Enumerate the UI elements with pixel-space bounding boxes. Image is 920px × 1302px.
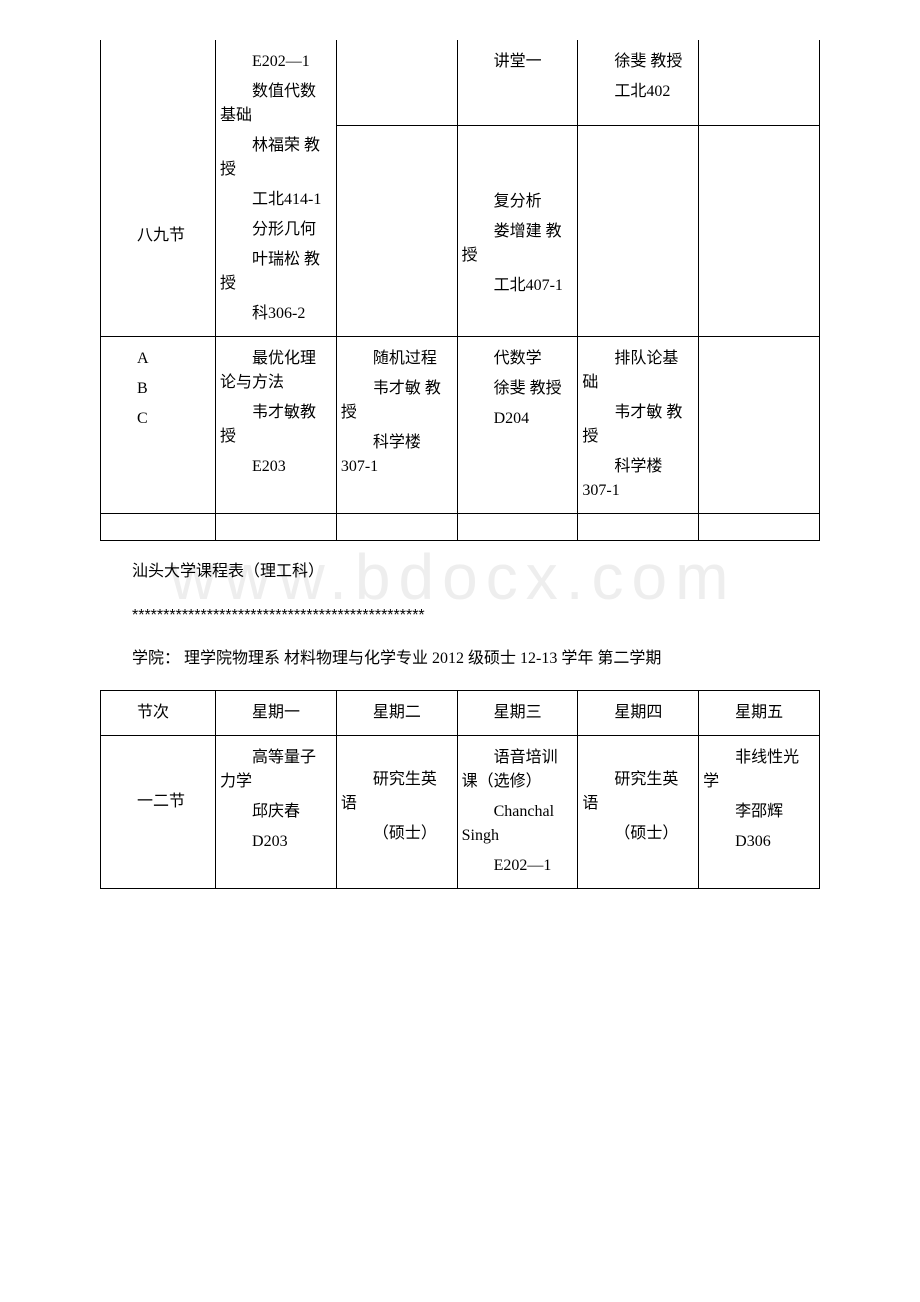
cell-text: Chanchal Singh [462, 800, 574, 848]
empty-cell [336, 514, 457, 541]
cell-text: B [105, 377, 211, 401]
course-cell: 最优化理论与方法 韦才敏教授 E203 [216, 337, 337, 514]
course-cell: 徐斐 教授 工北402 [578, 40, 699, 126]
cell-text: 研究生英语 [582, 768, 694, 816]
cell-text: E202—1 [462, 854, 574, 878]
cell-text: 徐斐 教授 [462, 377, 574, 401]
cell-text: 复分析 [462, 190, 574, 214]
course-cell: 研究生英语 （硕士） [336, 735, 457, 888]
course-cell: 讲堂一 [457, 40, 578, 126]
empty-cell [457, 514, 578, 541]
course-cell: 复分析 娄增建 教授 工北407-1 [457, 126, 578, 337]
table-row [101, 514, 820, 541]
cell-text: （硕士） [341, 822, 453, 846]
cell-text: 分形几何 [220, 218, 332, 242]
period-cell: A B C [101, 337, 216, 514]
cell-text: D306 [703, 830, 815, 854]
table-header-row: 节次 星期一 星期二 星期三 星期四 星期五 [101, 690, 820, 735]
cell-text: 星期四 [582, 701, 694, 725]
table-row: 一二节 高等量子力学 邱庆春 D203 研究生英语 （硕士） 语音培训课（选修）… [101, 735, 820, 888]
cell-text: 林福荣 教授 [220, 134, 332, 182]
course-cell: E202—1 数值代数基础 林福荣 教授 工北414-1 分形几何 叶瑞松 教授… [216, 40, 337, 337]
cell-text: 一二节 [105, 790, 211, 814]
cell-text: 工北407-1 [462, 274, 574, 298]
cell-text: 节次 [105, 701, 211, 725]
cell-text: 星期五 [703, 701, 815, 725]
empty-cell [699, 126, 820, 337]
cell-text: 工北414-1 [220, 188, 332, 212]
cell-text: 星期二 [341, 701, 453, 725]
header-cell: 星期五 [699, 690, 820, 735]
cell-text: 语音培训课（选修） [462, 746, 574, 794]
cell-text: 韦才敏教授 [220, 401, 332, 449]
cell-text: 八九节 [105, 224, 211, 248]
cell-text: D203 [220, 830, 332, 854]
cell-text: 韦才敏 教授 [341, 377, 453, 425]
course-cell: 代数学 徐斐 教授 D204 [457, 337, 578, 514]
cell-text: 非线性光学 [703, 746, 815, 794]
schedule-table-1: 八九节 E202—1 数值代数基础 林福荣 教授 工北414-1 分形几何 叶瑞… [100, 40, 820, 541]
table-row: A B C 最优化理论与方法 韦才敏教授 E203 随机过程 韦才敏 教授 科学… [101, 337, 820, 514]
empty-cell [699, 337, 820, 514]
empty-cell [699, 514, 820, 541]
period-cell: 八九节 [101, 40, 216, 337]
caption-text: 学院： 理学院物理系 材料物理与化学专业 2012 级硕士 12-13 学年 第… [100, 646, 820, 672]
cell-text: 娄增建 教授 [462, 220, 574, 268]
period-cell: 一二节 [101, 735, 216, 888]
cell-text: 徐斐 教授 [582, 50, 694, 74]
empty-cell [216, 514, 337, 541]
cell-text: 李邵辉 [703, 800, 815, 824]
empty-cell [578, 126, 699, 337]
header-cell: 星期三 [457, 690, 578, 735]
cell-text: D204 [462, 407, 574, 431]
cell-text: 科学楼 307-1 [582, 455, 694, 503]
empty-cell [101, 514, 216, 541]
empty-cell [699, 40, 820, 126]
cell-text: 排队论基础 [582, 347, 694, 395]
course-cell: 随机过程 韦才敏 教授 科学楼 307-1 [336, 337, 457, 514]
cell-text: 韦才敏 教授 [582, 401, 694, 449]
course-cell: 高等量子力学 邱庆春 D203 [216, 735, 337, 888]
course-cell: 语音培训课（选修） Chanchal Singh E202—1 [457, 735, 578, 888]
header-cell: 星期一 [216, 690, 337, 735]
cell-text: 讲堂一 [462, 50, 574, 74]
course-cell: 研究生英语 （硕士） [578, 735, 699, 888]
cell-text: E203 [220, 455, 332, 479]
header-cell: 星期二 [336, 690, 457, 735]
cell-text: A [105, 347, 211, 371]
cell-text: 最优化理论与方法 [220, 347, 332, 395]
cell-text: 科306-2 [220, 302, 332, 326]
cell-text: 高等量子力学 [220, 746, 332, 794]
table-row: 八九节 E202—1 数值代数基础 林福荣 教授 工北414-1 分形几何 叶瑞… [101, 40, 820, 126]
cell-text: 科学楼 307-1 [341, 431, 453, 479]
empty-cell [578, 514, 699, 541]
cell-text: 星期一 [220, 701, 332, 725]
empty-cell [336, 40, 457, 126]
cell-text: 研究生英语 [341, 768, 453, 816]
header-cell: 星期四 [578, 690, 699, 735]
cell-text: 邱庆春 [220, 800, 332, 824]
header-cell: 节次 [101, 690, 216, 735]
course-cell: 排队论基础 韦才敏 教授 科学楼 307-1 [578, 337, 699, 514]
cell-text: C [105, 407, 211, 431]
caption-text: 汕头大学课程表（理工科） [100, 559, 820, 585]
cell-text: 随机过程 [341, 347, 453, 371]
schedule-table-2: 节次 星期一 星期二 星期三 星期四 星期五 一二节 高等量子力学 邱庆春 D2… [100, 690, 820, 889]
cell-text: （硕士） [582, 822, 694, 846]
cell-text: 叶瑞松 教授 [220, 248, 332, 296]
cell-text: 星期三 [462, 701, 574, 725]
empty-cell [336, 126, 457, 337]
course-cell: 非线性光学 李邵辉 D306 [699, 735, 820, 888]
cell-text: 数值代数基础 [220, 80, 332, 128]
cell-text: E202—1 [220, 50, 332, 74]
divider-text: ****************************************… [100, 603, 820, 629]
cell-text: 代数学 [462, 347, 574, 371]
cell-text: 工北402 [582, 80, 694, 104]
